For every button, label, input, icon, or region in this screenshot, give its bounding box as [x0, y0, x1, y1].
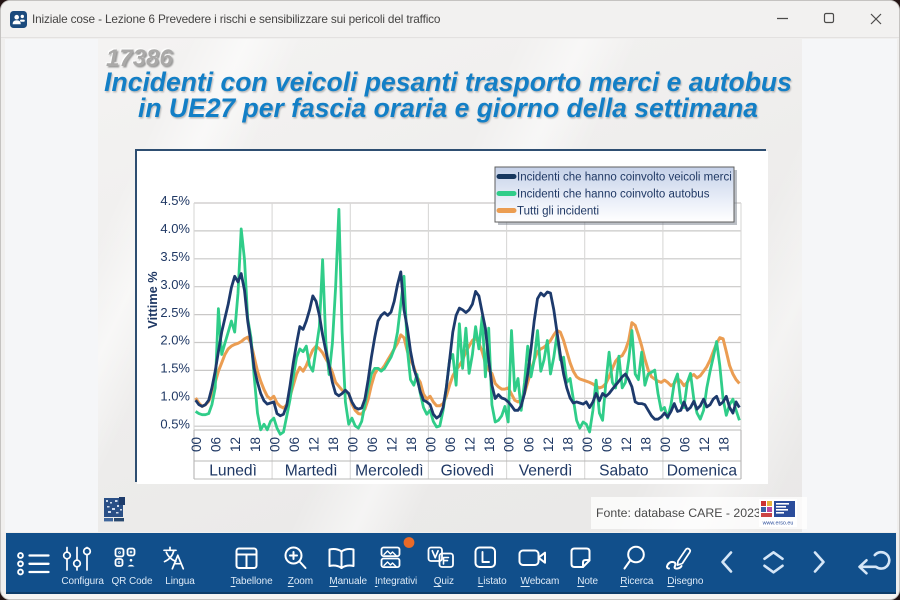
svg-text:Venerdì: Venerdì: [519, 463, 573, 480]
svg-text:4.5%: 4.5%: [160, 193, 190, 208]
svg-text:1.0%: 1.0%: [160, 389, 190, 404]
svg-text:00: 00: [658, 437, 673, 452]
svg-text:06: 06: [209, 437, 224, 452]
svg-text:00: 00: [267, 437, 282, 452]
svg-text:18: 18: [717, 437, 732, 452]
svg-text:12: 12: [541, 437, 556, 452]
svg-text:06: 06: [365, 437, 380, 452]
svg-text:12: 12: [697, 437, 712, 452]
svg-text:Incidenti che hanno coinvolto: Incidenti che hanno coinvolto autobus: [517, 189, 710, 201]
svg-text:12: 12: [463, 437, 478, 452]
svg-text:18: 18: [404, 437, 419, 452]
svg-text:06: 06: [287, 437, 302, 452]
svg-text:18: 18: [639, 437, 654, 452]
svg-text:Domenica: Domenica: [667, 463, 738, 480]
svg-text:Vittime %: Vittime %: [145, 271, 160, 329]
svg-text:06: 06: [443, 437, 458, 452]
svg-text:00: 00: [189, 437, 204, 452]
svg-text:12: 12: [306, 437, 321, 452]
svg-text:12: 12: [619, 437, 634, 452]
svg-text:18: 18: [560, 437, 575, 452]
svg-text:00: 00: [424, 437, 439, 452]
svg-text:2.0%: 2.0%: [160, 333, 190, 348]
svg-text:18: 18: [326, 437, 341, 452]
svg-text:18: 18: [482, 437, 497, 452]
svg-text:18: 18: [248, 437, 263, 452]
svg-text:06: 06: [599, 437, 614, 452]
svg-text:12: 12: [385, 437, 400, 452]
svg-text:06: 06: [678, 437, 693, 452]
svg-text:2.5%: 2.5%: [160, 305, 190, 320]
svg-text:00: 00: [502, 437, 517, 452]
svg-text:0.5%: 0.5%: [160, 416, 190, 431]
svg-text:www.erso.eu: www.erso.eu: [762, 521, 794, 527]
svg-text:06: 06: [521, 437, 536, 452]
svg-text:00: 00: [345, 437, 360, 452]
svg-text:Tutti gli incidenti: Tutti gli incidenti: [517, 206, 599, 218]
svg-text:00: 00: [580, 437, 595, 452]
svg-text:3.0%: 3.0%: [160, 277, 190, 292]
svg-text:4.0%: 4.0%: [160, 221, 190, 236]
svg-text:Incidenti che hanno coinvolto: Incidenti che hanno coinvolto veicoli me…: [517, 172, 732, 184]
svg-text:12: 12: [228, 437, 243, 452]
svg-text:Mercoledì: Mercoledì: [355, 463, 423, 480]
svg-text:Martedì: Martedì: [285, 463, 338, 480]
svg-text:3.5%: 3.5%: [160, 249, 190, 264]
svg-text:Sabato: Sabato: [599, 463, 649, 480]
svg-text:Giovedì: Giovedì: [441, 463, 495, 480]
svg-text:1.5%: 1.5%: [160, 361, 190, 376]
svg-text:Lunedì: Lunedì: [209, 463, 257, 480]
